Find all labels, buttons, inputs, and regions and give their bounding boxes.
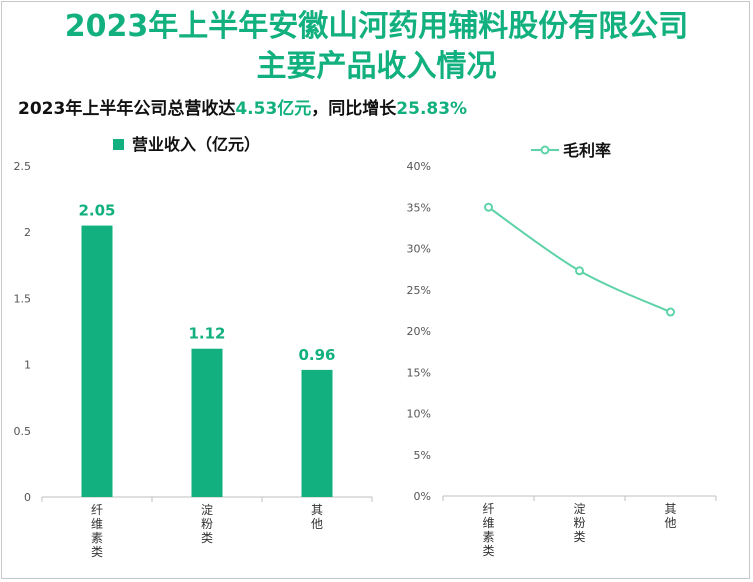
margin-data-point (484, 202, 493, 212)
revenue-bar (81, 225, 113, 497)
y-tick-label-revenue: 0.5 (14, 425, 32, 438)
y-tick-label-margin: 10% (407, 408, 431, 421)
revenue-data-label: 0.96 (298, 346, 335, 364)
legend-swatch-revenue (113, 139, 124, 150)
y-tick-label-margin: 15% (407, 366, 431, 379)
margin-data-point (575, 266, 584, 276)
y-tick-label-margin: 30% (407, 243, 431, 256)
revenue-bar (301, 369, 333, 497)
revenue-data-label: 2.05 (78, 202, 115, 220)
y-tick-label-revenue: 1 (24, 359, 31, 372)
revenue-summary: 2023年上半年公司总营收达4.53亿元，同比增长25.83% (18, 94, 467, 119)
legend-marker-margin (540, 145, 550, 155)
y-tick-label-margin: 5% (414, 449, 431, 462)
y-tick-label-revenue: 1.5 (14, 292, 32, 305)
y-tick-label-margin: 25% (407, 284, 431, 297)
revenue-summary-middle: ，同比增长 (311, 99, 397, 119)
revenue-bar (191, 348, 223, 497)
y-tick-label-revenue: 0 (24, 491, 31, 504)
x-category-label-margin: 淀粉类 (573, 502, 585, 544)
chart-title-line-2: 主要产品收入情况 (256, 49, 497, 84)
x-category-label-revenue: 其他 (311, 503, 323, 531)
y-tick-label-revenue: 2.5 (14, 160, 32, 173)
x-category-label-margin: 纤维素类 (482, 502, 494, 558)
revenue-data-label: 1.12 (188, 325, 225, 343)
margin-data-point (666, 307, 675, 317)
legend-label-revenue: 营业收入（亿元） (132, 135, 260, 154)
y-tick-label-margin: 0% (414, 490, 431, 503)
revenue-growth-value: 25.83% (396, 99, 468, 119)
chart-title-line-1: 2023年上半年安徽山河药用辅料股份有限公司 (64, 9, 689, 44)
revenue-total-value: 4.53亿元 (235, 99, 312, 119)
x-category-label-margin: 其他 (664, 502, 676, 530)
y-tick-label-margin: 40% (407, 160, 431, 173)
y-tick-label-margin: 20% (407, 325, 431, 338)
x-category-label-revenue: 淀粉类 (201, 503, 213, 545)
legend-label-margin: 毛利率 (563, 141, 611, 160)
revenue-summary-prefix: 2023年上半年公司总营收达 (18, 99, 236, 119)
y-tick-label-revenue: 2 (24, 226, 31, 239)
x-category-label-revenue: 纤维素类 (91, 503, 103, 559)
margin-series-line (487, 206, 671, 313)
y-tick-label-margin: 35% (407, 201, 431, 214)
